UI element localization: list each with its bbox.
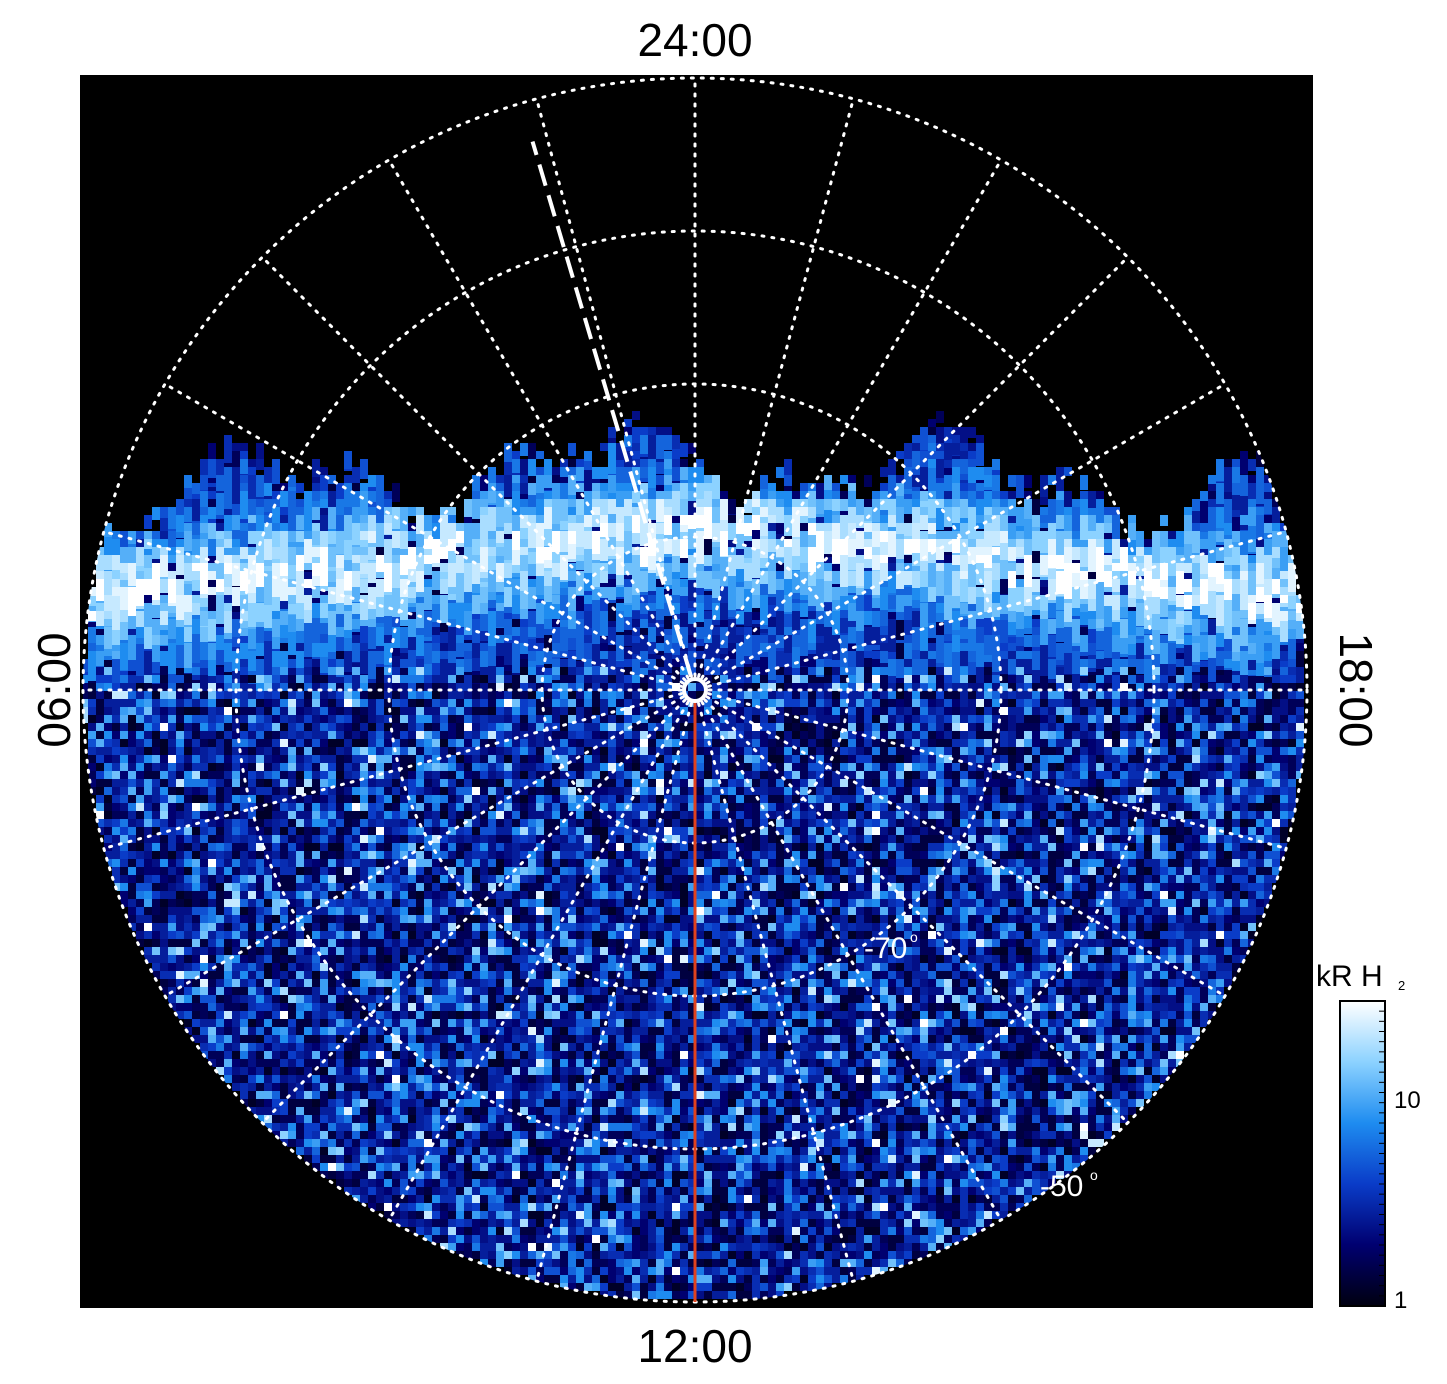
meridian-line <box>697 97 855 678</box>
colorbar-title-subscript: 2 <box>1398 978 1405 993</box>
emission-layer <box>83 411 1304 1299</box>
colorbar-title: kR H <box>1316 960 1383 993</box>
meridian-line <box>102 692 683 850</box>
meridian-line <box>705 695 1227 998</box>
hour-label-right: 18:00 <box>1330 632 1382 747</box>
emission-cells <box>83 443 1304 1299</box>
lat-degree-70: o <box>910 929 918 945</box>
colorbar-tick-label-10: 10 <box>1394 1087 1421 1114</box>
meridian-line <box>700 700 1003 1222</box>
meridian-line <box>163 382 685 685</box>
meridian-line <box>535 702 693 1283</box>
meridian-line <box>705 382 1227 685</box>
meridian-line <box>387 158 690 680</box>
lat-degree-50: o <box>1090 1167 1098 1183</box>
emission-cells <box>88 435 1296 1299</box>
emission-cells <box>88 499 1304 1275</box>
emission-cells <box>96 435 1304 1299</box>
lat-label-50: -50 <box>1040 1170 1083 1203</box>
dashed-meridian <box>530 140 693 678</box>
hour-label-left: 06:00 <box>28 632 80 747</box>
meridian-line <box>260 698 687 1125</box>
meridian-line <box>703 255 1130 682</box>
meridian-line <box>387 700 690 1222</box>
meridian-line <box>260 255 687 682</box>
emission-cells <box>88 507 1304 1275</box>
hour-label-bottom: 12:00 <box>637 1320 752 1372</box>
meridian-line <box>697 702 855 1283</box>
colorbar-ticks <box>1379 1000 1385 1307</box>
meridian-line <box>703 698 1130 1125</box>
emission-cells <box>88 467 1304 1291</box>
meridian-line <box>700 158 1003 680</box>
meridian-line <box>163 695 685 998</box>
meridian-line <box>707 530 1288 688</box>
emission-cells <box>88 475 1296 1291</box>
meridian-line <box>707 692 1288 850</box>
colorbar-tick-label-1: 1 <box>1394 1287 1407 1314</box>
meridian-line <box>102 530 683 688</box>
meridian-line <box>535 97 693 678</box>
lat-label-70: -70 <box>864 932 907 965</box>
colorbar: kR H 2 1 10 <box>1316 960 1421 1314</box>
emission-cells <box>83 419 1304 1299</box>
pole-marker <box>682 677 708 703</box>
colorbar-gradient <box>1339 1000 1386 1307</box>
hour-label-top: 24:00 <box>637 14 752 66</box>
emission-cells <box>96 499 1304 1219</box>
